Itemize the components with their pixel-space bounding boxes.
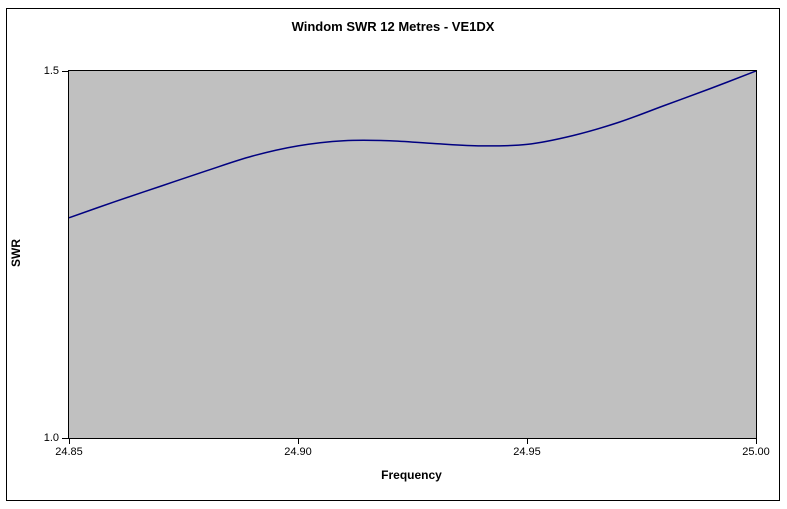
- x-axis-title: Frequency: [381, 468, 442, 482]
- x-tick-label: 24.90: [284, 446, 312, 458]
- y-tick-mark: [62, 437, 69, 439]
- chart-frame: Windom SWR 12 Metres - VE1DX SWR 24.85 24…: [6, 8, 780, 501]
- plot-area: 24.85 24.90 24.95 25.00 1.0 1.5: [44, 65, 770, 459]
- y-tick-label: 1.0: [43, 431, 59, 444]
- x-tick-label: 24.95: [513, 446, 541, 458]
- swr-line-chart: [69, 71, 756, 219]
- x-tick-mark: [755, 438, 757, 444]
- axis-ticks-layer: 24.85 24.90 24.95 25.00 1.0 1.5: [44, 65, 770, 459]
- x-tick-label: 25.00: [742, 446, 770, 458]
- y-tick-label: 1.5: [43, 64, 59, 77]
- x-tick-mark: [68, 438, 70, 444]
- swr-series-line: [69, 71, 756, 219]
- chart-title: Windom SWR 12 Metres - VE1DX: [291, 19, 495, 34]
- y-tick-mark: [62, 70, 69, 72]
- x-tick-mark: [526, 438, 528, 444]
- x-tick-mark: [297, 438, 299, 444]
- y-axis-title: SWR: [9, 239, 23, 267]
- x-tick-label: 24.85: [55, 446, 83, 458]
